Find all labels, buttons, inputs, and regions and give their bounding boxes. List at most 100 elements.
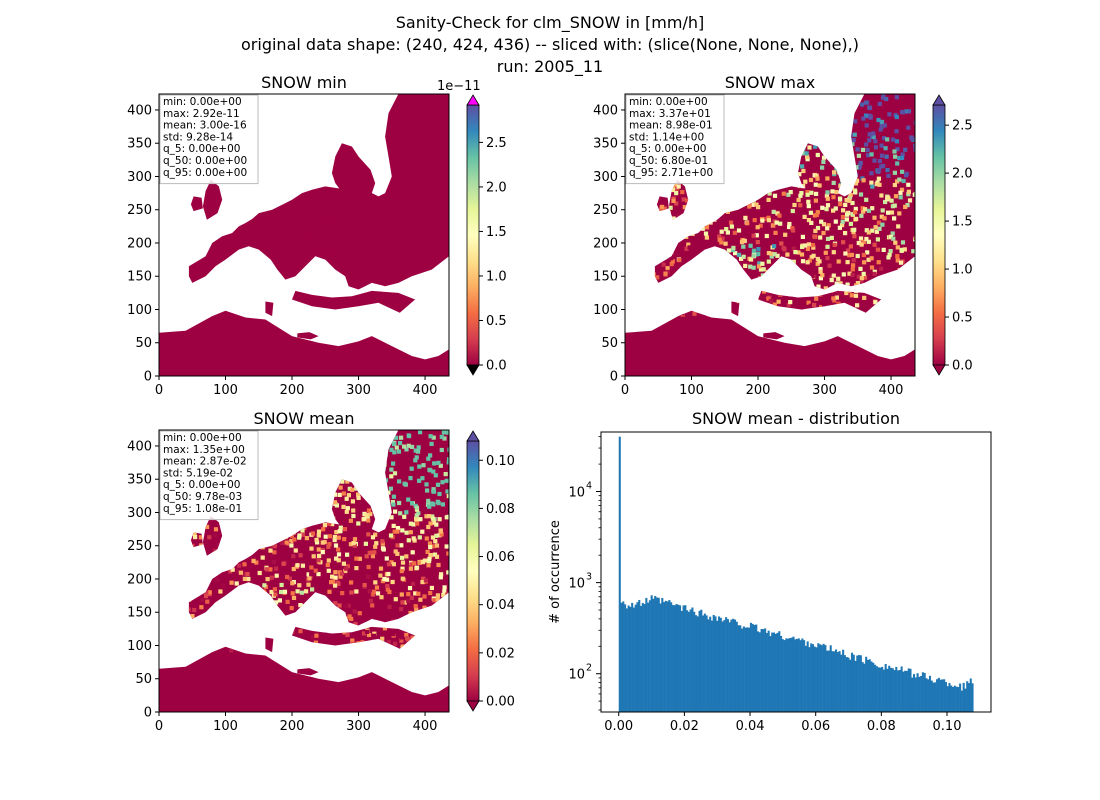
snow-cell — [721, 276, 726, 281]
snow-cell — [290, 449, 295, 455]
snow-cell — [314, 487, 319, 492]
snow-cell — [742, 168, 747, 173]
snow-cell — [261, 589, 266, 594]
snow-cell — [835, 109, 840, 114]
snow-cell — [858, 192, 864, 197]
snow-cell — [383, 478, 389, 483]
snow-cell — [714, 266, 719, 271]
snow-cell — [232, 554, 237, 559]
snow-cell — [640, 226, 645, 231]
snow-cell — [762, 289, 767, 294]
snow-cell — [388, 623, 393, 629]
snow-cell — [302, 615, 307, 621]
snow-cell — [671, 196, 676, 201]
snow-cell — [294, 431, 299, 436]
snow-cell — [206, 621, 211, 626]
snow-cell — [297, 535, 302, 540]
snow-cell — [663, 243, 668, 248]
snow-cell — [444, 478, 449, 483]
snow-cell — [806, 199, 811, 204]
snow-cell — [659, 247, 664, 252]
snow-cell — [289, 606, 294, 611]
snow-cell — [289, 543, 294, 548]
histogram-bar — [771, 632, 774, 712]
snow-cell — [395, 543, 400, 548]
snow-cell — [351, 541, 356, 546]
snow-cell — [330, 430, 335, 435]
snow-cell — [756, 138, 761, 143]
histogram-bar — [757, 631, 760, 712]
snow-cell — [272, 626, 277, 631]
snow-cell — [886, 255, 891, 260]
snow-cell — [671, 216, 676, 221]
snow-cell — [735, 194, 740, 199]
snow-cell — [353, 644, 358, 649]
snow-cell — [342, 527, 348, 532]
snow-cell — [279, 582, 284, 588]
snow-cell — [372, 550, 377, 555]
snow-cell — [304, 589, 309, 594]
snow-cell — [900, 152, 905, 157]
snow-cell — [447, 457, 449, 462]
y-tick-label: 10 — [568, 577, 585, 592]
snow-cell — [843, 231, 848, 236]
histogram-bar — [774, 633, 777, 712]
snow-cell — [434, 543, 440, 548]
snow-cell — [895, 179, 900, 184]
snow-cell — [906, 189, 911, 194]
snow-cell — [272, 521, 277, 527]
snow-cell — [302, 499, 307, 504]
histogram-bar — [822, 643, 825, 712]
snow-cell — [229, 540, 234, 545]
histogram-bar — [870, 661, 873, 712]
snow-cell — [298, 619, 303, 624]
snow-cell — [736, 181, 741, 186]
snow-cell — [362, 516, 367, 521]
snow-cell — [847, 162, 852, 167]
histogram-bar — [647, 602, 650, 712]
snow-cell — [346, 493, 351, 498]
snow-cell — [900, 110, 905, 115]
histogram-bar — [928, 675, 932, 712]
snow-cell — [432, 610, 437, 615]
snow-cell — [826, 223, 831, 228]
histogram-bar — [753, 624, 756, 712]
snow-cell — [338, 485, 343, 490]
snow-cell — [261, 630, 266, 636]
snow-cell — [885, 293, 890, 298]
snow-cell — [297, 612, 302, 617]
histogram-bar — [680, 610, 683, 712]
snow-cell — [730, 194, 735, 199]
snow-cell — [380, 539, 385, 544]
snow-cell — [725, 260, 730, 265]
snow-cell — [300, 532, 306, 537]
snow-cell — [319, 600, 324, 605]
x-tick-label: 0.08 — [867, 719, 896, 734]
snow-cell — [689, 299, 694, 304]
snow-cell — [385, 587, 390, 592]
snow-cell — [844, 122, 849, 127]
snow-cell — [341, 561, 346, 566]
y-tick-label: 10 — [568, 668, 585, 683]
snow-cell — [725, 204, 730, 209]
histogram-bar — [663, 602, 666, 712]
snow-cell — [316, 474, 321, 479]
snow-cell — [298, 629, 303, 634]
snow-cell — [833, 219, 838, 224]
histogram-bar — [916, 673, 919, 712]
snow-cell — [848, 312, 853, 317]
x-tick-label: 200 — [280, 383, 305, 398]
histogram-bar — [891, 668, 894, 712]
snow-cell — [431, 435, 436, 440]
colorbar-tick-label: 2.5 — [486, 136, 507, 151]
snow-cell — [291, 530, 296, 535]
snow-cell — [739, 172, 745, 177]
snow-cell — [390, 621, 395, 627]
histogram-bar — [686, 610, 689, 712]
snow-cell — [797, 271, 802, 276]
snow-cell — [315, 482, 320, 487]
snow-cell — [320, 620, 325, 625]
snow-cell — [711, 247, 716, 252]
snow-cell — [188, 546, 193, 551]
snow-cell — [235, 611, 240, 616]
